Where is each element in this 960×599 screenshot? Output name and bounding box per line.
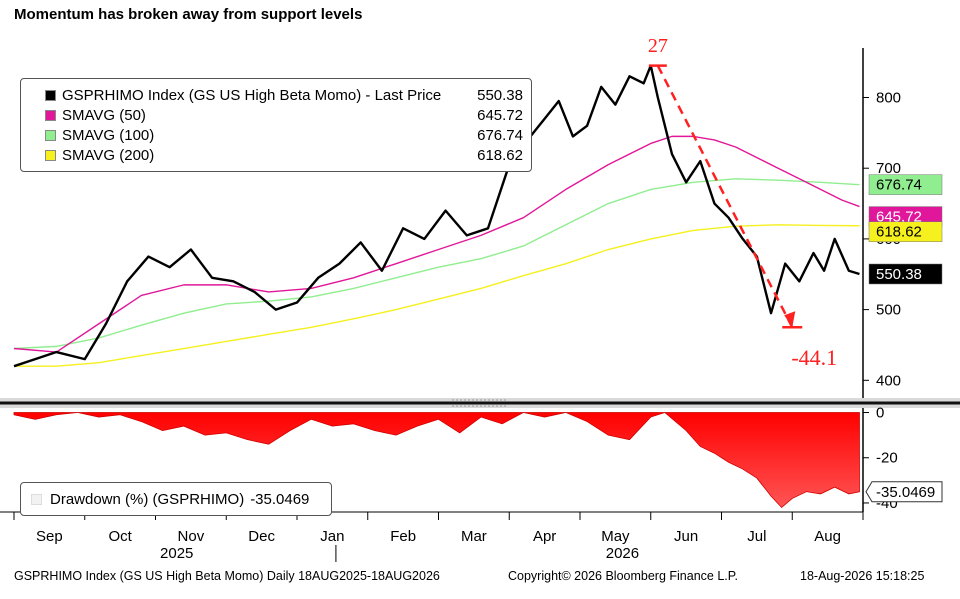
last-value-tag-label: 676.74 bbox=[876, 177, 922, 194]
x-month-label: Aug bbox=[814, 528, 841, 545]
legend-swatch-sma200 bbox=[45, 149, 56, 161]
price-tick-label: 400 bbox=[876, 372, 901, 389]
x-month-label: Dec bbox=[248, 528, 275, 545]
x-year-label: 2026 bbox=[606, 545, 639, 562]
drawdown-tick-label: 0 bbox=[876, 405, 884, 422]
footer-series-info: GSPRHIMO Index (GS US High Beta Momo) Da… bbox=[14, 569, 440, 583]
sma100-line bbox=[13, 178, 860, 350]
x-month-label: Jul bbox=[747, 528, 766, 545]
legend-item-sma50: SMAVG (50) 645.72 bbox=[29, 105, 523, 125]
legend-item-price: GSPRHIMO Index (GS US High Beta Momo) - … bbox=[29, 85, 523, 105]
x-month-label: Sep bbox=[36, 528, 63, 545]
legend-item-sma100: SMAVG (100) 676.74 bbox=[29, 125, 523, 145]
sma50-line bbox=[13, 135, 860, 353]
legend-label-price: GSPRHIMO Index (GS US High Beta Momo) - … bbox=[62, 86, 442, 104]
drawdown-tick-label: -20 bbox=[876, 450, 898, 467]
x-month-label: Nov bbox=[178, 528, 205, 545]
drawdown-legend-swatch bbox=[31, 493, 42, 505]
drawdown-legend-label: Drawdown (%) (GSPRHIMO) bbox=[50, 490, 245, 508]
legend-value-sma50: 645.72 bbox=[477, 106, 523, 124]
price-tick-label: 500 bbox=[876, 302, 901, 319]
legend-swatch-sma50 bbox=[45, 109, 56, 121]
x-month-label: Oct bbox=[108, 528, 132, 545]
price-tick-label: 800 bbox=[876, 89, 901, 106]
chart-title: Momentum has broken away from support le… bbox=[14, 6, 363, 23]
legend-value-sma200: 618.62 bbox=[477, 146, 523, 164]
legend-value-price: 550.38 bbox=[477, 86, 523, 104]
legend-swatch-sma100 bbox=[45, 129, 56, 141]
drawdown-area bbox=[13, 412, 860, 509]
footer-copyright: Copyright© 2026 Bloomberg Finance L.P. bbox=[508, 569, 738, 583]
x-month-label: Feb bbox=[390, 528, 416, 545]
last-value-tag-label: 550.38 bbox=[876, 266, 922, 283]
drawdown-legend: Drawdown (%) (GSPRHIMO) -35.0469 bbox=[20, 482, 332, 516]
last-value-tag bbox=[868, 174, 943, 195]
footer-timestamp: 18-Aug-2026 15:18:25 bbox=[800, 569, 925, 583]
price-tick-label: 700 bbox=[876, 160, 901, 177]
last-value-tag-label: 645.72 bbox=[876, 209, 922, 226]
drawdown-value-tag-label: -35.0469 bbox=[876, 484, 935, 501]
legend-item-sma200: SMAVG (200) 618.62 bbox=[29, 145, 523, 165]
last-value-tag bbox=[868, 263, 943, 285]
peak-label: 27 bbox=[648, 35, 668, 57]
drawdown-legend-value: -35.0469 bbox=[250, 490, 310, 508]
x-month-label: Apr bbox=[533, 528, 556, 545]
x-month-label: May bbox=[601, 528, 630, 545]
arrow-head bbox=[784, 311, 796, 328]
x-month-label: Jun bbox=[674, 528, 698, 545]
sma200-line bbox=[14, 224, 860, 367]
chart-legend: GSPRHIMO Index (GS US High Beta Momo) - … bbox=[20, 78, 532, 172]
legend-label-sma100: SMAVG (100) bbox=[62, 126, 155, 144]
last-value-tag-label: 618.62 bbox=[876, 224, 922, 241]
chart-footer: GSPRHIMO Index (GS US High Beta Momo) Da… bbox=[0, 569, 960, 589]
legend-label-sma50: SMAVG (50) bbox=[62, 106, 146, 124]
legend-label-sma200: SMAVG (200) bbox=[62, 146, 155, 164]
drawdown-arrow-line bbox=[656, 65, 794, 328]
x-month-label: Jan bbox=[320, 528, 344, 545]
legend-swatch-price bbox=[45, 89, 56, 101]
drop-label: -44.1 bbox=[791, 345, 837, 370]
x-month-label: Mar bbox=[461, 528, 487, 545]
legend-value-sma100: 676.74 bbox=[477, 126, 523, 144]
x-year-label: 2025 bbox=[160, 545, 193, 562]
drawdown-value-tag bbox=[865, 481, 943, 503]
last-value-tag bbox=[868, 221, 943, 242]
